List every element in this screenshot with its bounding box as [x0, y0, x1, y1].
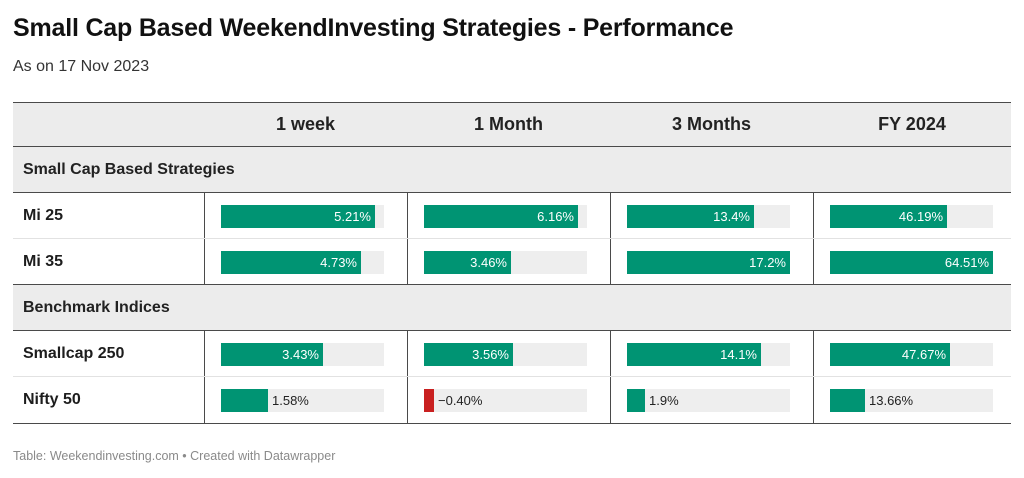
bar-track: 13.66%	[830, 389, 993, 412]
value-cell-1-week: 4.73%	[204, 239, 407, 284]
bar-track: 3.56%	[424, 343, 587, 366]
bar-value-label: −0.40%	[438, 393, 483, 408]
chart-subtitle: As on 17 Nov 2023	[13, 58, 150, 75]
bar	[424, 205, 578, 228]
bar-value-label: 47.67%	[901, 347, 946, 362]
bar-track: 64.51%	[830, 251, 993, 274]
bar-value-label: 13.66%	[869, 393, 914, 408]
table-body: Small Cap Based Strategies Mi 25 5.21% 6.16…	[13, 147, 1011, 423]
value-cell-3-months: 13.4%	[610, 193, 813, 238]
row-label: Smallcap 250	[23, 344, 125, 362]
column-header-1-week: 1 week	[275, 114, 336, 134]
bar-value-label: 17.2%	[749, 255, 786, 270]
bar-value-label: 1.9%	[649, 393, 679, 408]
bar-track: 4.73%	[221, 251, 384, 274]
bar-value-label: 3.43%	[282, 347, 319, 362]
value-cell-1-month: 6.16%	[407, 193, 610, 238]
column-header-1-month: 1 Month	[474, 114, 543, 134]
header-empty-cell	[13, 103, 204, 146]
bar-track: 17.2%	[627, 251, 790, 274]
column-header-3-months: 3 Months	[672, 114, 751, 134]
bar-value-label: 14.1%	[720, 347, 757, 362]
table-row: Smallcap 250 3.43% 3.56% 14.1% 47.67%	[13, 331, 1011, 377]
bar-value-label: 3.56%	[472, 347, 509, 362]
bar-track: 6.16%	[424, 205, 587, 228]
value-cell-1-month: −0.40%	[407, 377, 610, 423]
bar	[221, 343, 323, 366]
bar-track: 46.19%	[830, 205, 993, 228]
bar-track: 13.4%	[627, 205, 790, 228]
value-cell-1-week: 3.43%	[204, 331, 407, 376]
bar-value-label: 6.16%	[537, 209, 574, 224]
bar	[424, 343, 513, 366]
bar-track: −0.40%	[424, 389, 587, 412]
row-label: Mi 25	[23, 206, 64, 224]
bar	[221, 251, 361, 274]
bar-track: 1.9%	[627, 389, 790, 412]
table-row: Nifty 50 1.58% −0.40% 1.9% 13.66%	[13, 377, 1011, 423]
bar-track: 1.58%	[221, 389, 384, 412]
bar-track: 5.21%	[221, 205, 384, 228]
bar-value-label: 3.46%	[470, 255, 507, 270]
chart-title: Small Cap Based WeekendInvesting Strateg…	[13, 14, 734, 42]
value-cell-fy-2024: 46.19%	[813, 193, 1011, 238]
table-header-row: 1 week 1 Month 3 Months FY 2024	[13, 103, 1011, 147]
bar-value-label: 5.21%	[334, 209, 371, 224]
table-row: Mi 35 4.73% 3.46% 17.2% 64.51%	[13, 239, 1011, 285]
bar	[627, 389, 645, 412]
group-header: Small Cap Based Strategies	[13, 147, 1011, 193]
value-cell-1-week: 1.58%	[204, 377, 407, 423]
group-header: Benchmark Indices	[13, 285, 1011, 331]
bar-track: 14.1%	[627, 343, 790, 366]
bar-value-label: 64.51%	[944, 255, 989, 270]
value-cell-fy-2024: 47.67%	[813, 331, 1011, 376]
value-cell-1-week: 5.21%	[204, 193, 407, 238]
row-label: Nifty 50	[23, 391, 81, 408]
value-cell-fy-2024: 64.51%	[813, 239, 1011, 284]
bar	[424, 251, 511, 274]
bar	[221, 205, 375, 228]
bar-value-label: 13.4%	[713, 209, 750, 224]
performance-table: 1 week 1 Month 3 Months FY 2024 Small Ca…	[13, 102, 1011, 424]
value-cell-3-months: 17.2%	[610, 239, 813, 284]
bar-track: 3.46%	[424, 251, 587, 274]
bar	[830, 251, 993, 274]
bar	[830, 205, 947, 228]
bar	[830, 343, 950, 366]
value-cell-fy-2024: 13.66%	[813, 377, 1011, 423]
bar	[627, 205, 754, 228]
value-cell-3-months: 14.1%	[610, 331, 813, 376]
bar-track: 3.43%	[221, 343, 384, 366]
bar	[627, 251, 790, 274]
value-cell-1-month: 3.56%	[407, 331, 610, 376]
value-cell-3-months: 1.9%	[610, 377, 813, 423]
bar-track: 47.67%	[830, 343, 993, 366]
column-header-fy-2024: FY 2024	[878, 114, 946, 134]
bar-value-label: 1.58%	[272, 393, 309, 408]
chart-footer: Table: Weekendinvesting.com • Created wi…	[13, 449, 336, 463]
table-row: Mi 25 5.21% 6.16% 13.4% 46.19%	[13, 193, 1011, 239]
bar	[221, 389, 268, 412]
bar	[627, 343, 761, 366]
bar	[424, 389, 434, 412]
value-cell-1-month: 3.46%	[407, 239, 610, 284]
bar	[830, 389, 865, 412]
row-label: Mi 35	[23, 252, 64, 270]
bar-value-label: 4.73%	[320, 255, 357, 270]
bar-value-label: 46.19%	[898, 209, 943, 224]
